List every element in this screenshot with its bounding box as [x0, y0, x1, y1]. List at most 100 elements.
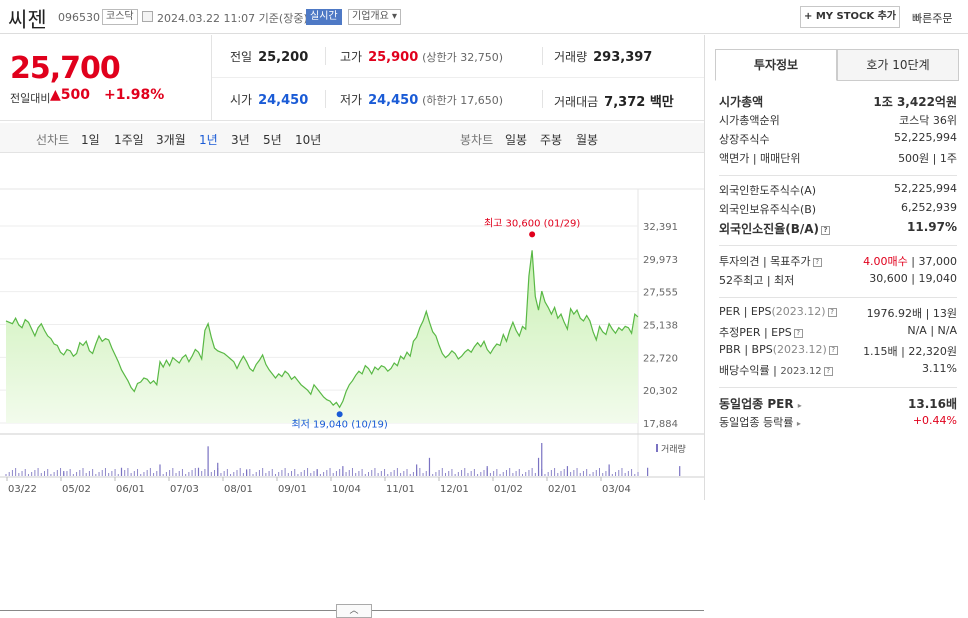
candle-chart-label[interactable]: 봉차트: [460, 133, 494, 147]
eps-value: 13원: [932, 307, 957, 320]
quote-row: 시가 24,450 저가 24,450 (하한가 17,650) 거래대금 7,372…: [212, 78, 704, 121]
sector-rate-label[interactable]: 동일업종 등락률 ▸: [719, 414, 801, 430]
market-badge: 코스닥: [102, 9, 138, 25]
week52-values: 30,600 | 19,040: [869, 272, 957, 285]
info-row: 배당수익률 | 2023.12? 3.11%: [719, 362, 957, 380]
dividend-label-text: 배당수익률: [719, 364, 770, 377]
est-per-label-text: 추정PER | EPS: [719, 326, 792, 339]
change-label: 전일대비: [10, 92, 51, 105]
info-row: 액면가 | 매매단위 500원 | 1주: [719, 150, 957, 168]
sector-rate-value: +0.44%: [912, 414, 957, 427]
divider: [325, 47, 326, 65]
investment-info-panel: 투자정보 호가 10단계 시가총액 1조 3,422억원 시가총액순위 코스닥 36…: [704, 35, 968, 500]
target-price-value: 37,000: [918, 255, 958, 268]
tab-3year[interactable]: 3년: [231, 133, 250, 147]
face-value-value: 500원 | 1주: [898, 152, 957, 165]
est-per-value: N/A: [907, 324, 927, 337]
face-value-label: 액면가 | 매매단위: [719, 152, 801, 165]
listed-shares-value: 52,225,994: [894, 131, 957, 144]
realtime-badge[interactable]: 실시간: [306, 9, 342, 25]
opinion-label-text: 투자의견 | 목표주가: [719, 255, 811, 268]
x-tick-label: 08/01: [224, 484, 253, 495]
quick-order-link[interactable]: 빠른주문: [912, 12, 953, 25]
price-area: [6, 250, 638, 423]
tab-investment-info[interactable]: 투자정보: [715, 49, 837, 81]
tab-1week[interactable]: 1주일: [114, 133, 144, 147]
x-tick-label: 05/02: [62, 484, 91, 495]
help-icon[interactable]: ?: [821, 226, 831, 235]
pbr-label-text: PBR | BPS: [719, 343, 773, 356]
info-tabs: 투자정보 호가 10단계: [715, 49, 959, 81]
info-row: 시가총액순위 코스닥 36위: [719, 112, 957, 130]
foreign-hold-value: 6,252,939: [901, 201, 957, 214]
help-icon[interactable]: ?: [827, 308, 837, 317]
info-row: 52주최고 | 최저 30,600 | 19,040: [719, 272, 957, 290]
chevron-down-icon: ▾: [392, 11, 398, 22]
tab-1day[interactable]: 1일: [81, 133, 100, 147]
low-price-value: 24,450: [368, 93, 419, 108]
line-chart-label[interactable]: 선차트: [36, 133, 70, 147]
trade-amount: 거래대금 7,372 백만: [554, 91, 674, 110]
tab-1year[interactable]: 1년: [199, 133, 218, 147]
divider: [719, 175, 957, 176]
y-tick-label: 22,720: [643, 353, 678, 364]
per-period: (2023.12): [771, 305, 826, 318]
quote-row: 전일 25,200 고가 25,900 (상한가 32,750) 거래량 293,39…: [212, 35, 704, 78]
info-row: 외국인보유주식수(B) 6,252,939: [719, 201, 957, 219]
x-tick-label: 07/03: [170, 484, 199, 495]
tab-weekly[interactable]: 주봉: [540, 133, 563, 147]
prev-close-value: 25,200: [258, 50, 309, 65]
chevron-right-icon: ▸: [796, 419, 801, 428]
dividend-label: 배당수익률 | 2023.12?: [719, 362, 833, 378]
opinion-value: 4.00매수: [863, 255, 908, 268]
foreign-ratio-value: 11.97%: [907, 220, 957, 234]
collapse-chart-button[interactable]: ︿: [336, 604, 372, 618]
week52-high-value: 30,600: [869, 272, 908, 285]
quote-datetime: 2024.03.22 11:07 기준(장중): [157, 12, 308, 25]
low-price: 저가 24,450 (하한가 17,650): [340, 91, 503, 108]
help-icon[interactable]: ?: [793, 329, 803, 338]
tab-10year[interactable]: 10년: [295, 133, 322, 147]
foreign-limit-label: 외국인한도주식수(A): [719, 184, 817, 197]
info-row: PER | EPS(2023.12)? 1976.92배 | 13원: [719, 305, 957, 323]
tab-3month[interactable]: 3개월: [156, 133, 186, 147]
tab-monthly[interactable]: 월봉: [576, 133, 599, 147]
tab-daily[interactable]: 일봉: [505, 133, 528, 147]
sector-per-label-text: 동일업종 PER: [719, 397, 794, 411]
market-cap-rank-label: 시가총액순위: [719, 114, 780, 127]
low-annotation: 최저 19,040 (10/19): [291, 418, 387, 430]
volume-legend-icon: [656, 444, 658, 452]
tab-5year[interactable]: 5년: [263, 133, 282, 147]
foreign-ratio-label-text: 외국인소진율(B/A): [719, 222, 820, 236]
help-icon[interactable]: ?: [828, 346, 838, 355]
help-icon[interactable]: ?: [812, 258, 822, 267]
price-chart: 32,391 29,973 27,555 25,138 22,720 20,302 17,8…: [0, 155, 704, 618]
stock-name: 씨젠: [8, 8, 47, 32]
price-change: ▲500: [50, 87, 90, 103]
y-tick-label: 32,391: [643, 222, 678, 233]
info-row: 추정PER | EPS? N/A | N/A: [719, 324, 957, 342]
bps-value: 22,320원: [908, 345, 957, 358]
quote-summary: 전일 25,200 고가 25,900 (상한가 32,750) 거래량 293,39…: [212, 35, 704, 121]
chevron-up-icon: ︿: [349, 606, 359, 616]
company-overview-dropdown[interactable]: 기업개요 ▾: [348, 9, 402, 25]
trade-amount-label: 거래대금: [554, 95, 599, 109]
calendar-icon: [142, 11, 153, 22]
sector-rate-label-text: 동일업종 등락률: [719, 416, 794, 429]
price-change-percent: +1.98%: [104, 87, 165, 103]
sector-per-label[interactable]: 동일업종 PER ▸: [719, 395, 802, 412]
dividend-value: 3.11%: [922, 362, 957, 375]
info-row: 외국인한도주식수(A) 52,225,994: [719, 182, 957, 200]
divider: [542, 47, 543, 65]
info-row: 상장주식수 52,225,994: [719, 131, 957, 149]
stock-header: 씨젠 096530 코스닥 2024.03.22 11:07 기준(장중) 실시…: [0, 0, 968, 34]
divider: [719, 387, 957, 388]
y-tick-label: 17,884: [643, 419, 678, 430]
tab-order-book[interactable]: 호가 10단계: [837, 49, 959, 81]
upper-limit: (상한가 32,750): [422, 51, 504, 64]
est-per-values: N/A | N/A: [907, 324, 957, 337]
opinion-label: 투자의견 | 목표주가?: [719, 253, 822, 269]
help-icon[interactable]: ?: [823, 367, 833, 376]
x-tick-label: 02/01: [548, 484, 577, 495]
add-mystock-button[interactable]: + MY STOCK 추가: [800, 6, 900, 28]
